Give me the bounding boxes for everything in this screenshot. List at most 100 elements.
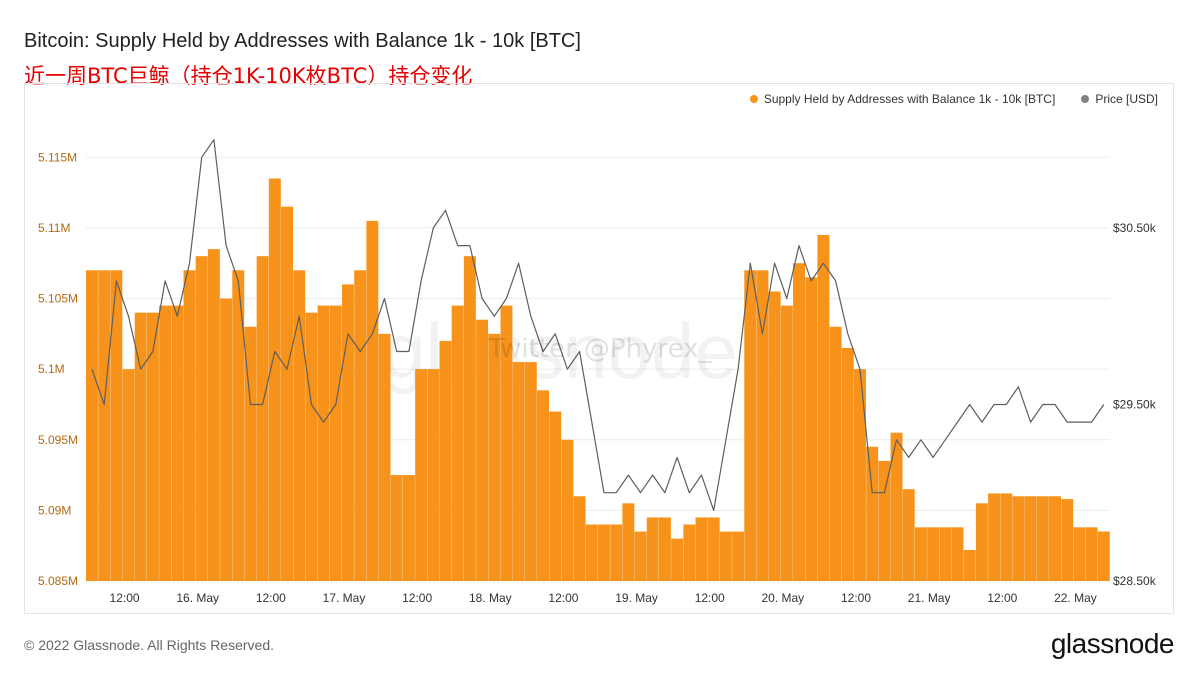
supply-bar <box>1073 527 1086 581</box>
supply-bar <box>110 270 123 581</box>
supply-bar <box>293 270 306 581</box>
supply-bar <box>500 305 513 581</box>
supply-bar <box>561 439 574 581</box>
supply-bar <box>281 206 293 581</box>
legend-item-supply[interactable]: Supply Held by Addresses with Balance 1k… <box>749 92 1056 106</box>
legend-label-price: Price [USD] <box>1095 92 1158 106</box>
supply-bar <box>1036 496 1049 581</box>
supply-bar <box>671 538 684 581</box>
supply-bar <box>634 531 647 581</box>
supply-bar <box>476 319 489 581</box>
y-left-tick-label: 5.11M <box>38 221 70 235</box>
y-left-tick-label: 5.09M <box>38 503 71 517</box>
chart-frame <box>24 83 1174 614</box>
x-tick-label: 20. May <box>762 591 805 605</box>
supply-bar <box>658 517 671 581</box>
legend-item-price[interactable]: Price [USD] <box>1081 92 1158 106</box>
supply-bar <box>878 460 891 581</box>
supply-bar <box>305 312 318 581</box>
supply-bar <box>573 496 586 581</box>
supply-bar <box>1097 531 1110 581</box>
supply-bar <box>756 270 769 581</box>
chart-subtitle: 近一周BTC巨鲸（持仓1K-10K枚BTC）持仓变化 <box>24 64 473 88</box>
brand-logo: glassnode <box>1050 628 1175 659</box>
price-line <box>91 139 1105 511</box>
x-tick-label: 12:00 <box>695 591 725 605</box>
y-left-tick-label: 5.105M <box>38 292 78 306</box>
x-tick-label: 17. May <box>323 591 366 605</box>
supply-bar <box>805 277 818 581</box>
y-left-tick-label: 5.085M <box>38 574 78 588</box>
supply-bar <box>1000 493 1013 581</box>
watermark-twitter: Twitter @Phyrex_ <box>488 334 713 364</box>
supply-bar <box>1024 496 1037 581</box>
x-tick-label: 21. May <box>908 591 951 605</box>
chart-legend: Supply Held by Addresses with Balance 1k… <box>749 92 1158 106</box>
supply-bar <box>439 340 452 581</box>
supply-bar <box>890 432 903 581</box>
supply-bar <box>1085 527 1098 581</box>
y-right-tick-label: $28.50k <box>1113 574 1157 588</box>
supply-bar <box>207 249 220 581</box>
supply-bar <box>244 326 257 581</box>
supply-bar <box>951 527 964 581</box>
supply-bar <box>122 369 135 581</box>
supply-bar <box>98 270 111 581</box>
supply-bar <box>927 527 940 581</box>
supply-bar <box>585 524 598 581</box>
legend-swatch-supply <box>749 95 758 103</box>
supply-bar <box>537 390 549 581</box>
supply-bar <box>524 362 537 581</box>
supply-bar <box>866 446 879 581</box>
supply-bar <box>488 333 501 581</box>
y-right-tick-label: $29.50k <box>1113 397 1157 411</box>
supply-bar <box>817 234 830 581</box>
supply-bar <box>598 524 610 581</box>
supply-bar <box>390 475 403 581</box>
y-left-tick-label: 5.1M <box>38 362 65 376</box>
supply-bar <box>768 291 781 581</box>
supply-bar <box>695 517 708 581</box>
supply-bar <box>963 549 976 581</box>
x-tick-label: 16. May <box>176 591 219 605</box>
supply-bar <box>317 305 330 581</box>
supply-bar <box>171 305 184 581</box>
supply-bar <box>378 333 391 581</box>
x-tick-label: 12:00 <box>402 591 432 605</box>
supply-bar <box>902 489 915 581</box>
supply-bar <box>841 347 854 581</box>
supply-bar <box>719 531 732 581</box>
supply-bar <box>512 362 525 581</box>
supply-bar <box>415 369 428 581</box>
supply-bar <box>1061 499 1074 581</box>
x-tick-label: 12:00 <box>256 591 286 605</box>
y-left-tick-label: 5.095M <box>38 433 78 447</box>
x-tick-label: 12:00 <box>987 591 1017 605</box>
x-tick-label: 12:00 <box>841 591 871 605</box>
supply-bar <box>610 524 623 581</box>
supply-bar <box>988 493 1001 581</box>
supply-bar <box>549 411 562 581</box>
supply-bar <box>744 270 757 581</box>
supply-bar <box>220 298 233 581</box>
supply-bar <box>463 256 476 581</box>
supply-bar <box>646 517 659 581</box>
supply-bar <box>707 517 720 581</box>
x-tick-label: 12:00 <box>548 591 578 605</box>
y-right-tick-label: $30.50k <box>1113 221 1157 235</box>
supply-bar <box>793 263 805 581</box>
supply-bar <box>329 305 342 581</box>
copyright-text: © 2022 Glassnode. All Rights Reserved. <box>24 637 275 653</box>
supply-bar <box>354 270 367 581</box>
x-tick-label: 22. May <box>1054 591 1097 605</box>
supply-bar <box>342 284 354 581</box>
supply-bar <box>427 369 440 581</box>
supply-bar <box>134 312 147 581</box>
legend-swatch-price <box>1081 95 1090 103</box>
supply-bar <box>366 220 379 581</box>
legend-label-supply: Supply Held by Addresses with Balance 1k… <box>763 92 1056 106</box>
supply-bar <box>622 503 635 581</box>
x-tick-label: 18. May <box>469 591 512 605</box>
supply-bar <box>402 475 415 581</box>
